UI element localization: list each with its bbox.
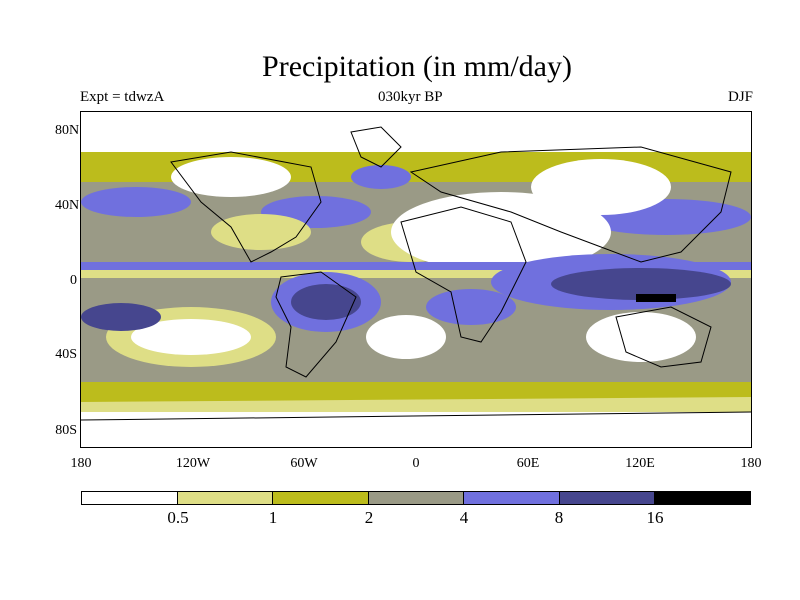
season-label: DJF <box>727 89 753 105</box>
amazon-heavy <box>291 284 361 320</box>
colorbar-label-2: 2 <box>364 508 374 527</box>
x-tick-120w: 120W <box>175 456 211 471</box>
map-canvas <box>81 112 751 447</box>
antarctica-coast <box>81 411 751 421</box>
north-america-coast <box>170 151 322 263</box>
extreme-core <box>636 294 676 302</box>
colorbar-seg-3 <box>273 492 369 504</box>
south-light-band <box>81 397 751 412</box>
colorbar-label-16: 16 <box>646 508 664 527</box>
x-tick-180e: 180 <box>740 456 762 471</box>
colorbar <box>81 491 751 505</box>
x-tick-60w: 60W <box>290 456 318 471</box>
y-tick-0: 0 <box>70 273 77 288</box>
south-pacific-high <box>131 319 251 355</box>
x-tick-0: 0 <box>412 456 420 471</box>
map-title: Precipitation (in mm/day) <box>262 50 572 83</box>
maritime-continent-heavy <box>551 268 731 300</box>
antarctic-dry-band <box>81 412 751 447</box>
x-tick-60e: 60E <box>516 456 540 471</box>
australia-coast <box>615 306 712 368</box>
greenland-coast <box>350 126 402 168</box>
north-pacific-storm <box>81 187 191 217</box>
eurasia-coast <box>409 146 732 263</box>
equator-light <box>81 270 751 278</box>
experiment-label: Expt = tdwzA <box>80 89 165 105</box>
central-africa-wet <box>426 289 516 325</box>
colorbar-label-4: 4 <box>459 508 469 527</box>
colorbar-seg-7 <box>655 492 751 504</box>
south-america-coast <box>275 271 357 378</box>
spcz-heavy <box>81 303 161 331</box>
y-tick-80n: 80N <box>55 123 80 138</box>
greenland-storm <box>351 165 411 189</box>
north-america-dry <box>171 157 291 197</box>
precipitation-map <box>80 111 752 448</box>
colorbar-label-0-5: 0.5 <box>167 508 189 527</box>
x-tick-120e: 120E <box>625 456 655 471</box>
y-tick-40s: 40S <box>55 347 77 362</box>
y-tick-40n: 40N <box>55 198 80 213</box>
colorbar-seg-2 <box>177 492 274 504</box>
colorbar-seg-4 <box>368 492 465 504</box>
colorbar-seg-1 <box>82 492 178 504</box>
period-label: 030kyr BP <box>378 89 443 105</box>
north-subtropics-light <box>211 214 311 250</box>
australia-dry <box>586 312 696 362</box>
colorbar-seg-5 <box>464 492 560 504</box>
arctic-dry-band <box>81 112 751 152</box>
sahara-dry <box>391 192 611 272</box>
x-tick-180w: 180 <box>70 456 92 471</box>
africa-coast <box>400 206 527 343</box>
y-tick-80s: 80S <box>55 423 77 438</box>
south-atlantic-high <box>366 315 446 359</box>
colorbar-label-8: 8 <box>554 508 564 527</box>
colorbar-label-1: 1 <box>268 508 278 527</box>
asia-dry <box>531 159 671 215</box>
colorbar-seg-6 <box>559 492 656 504</box>
